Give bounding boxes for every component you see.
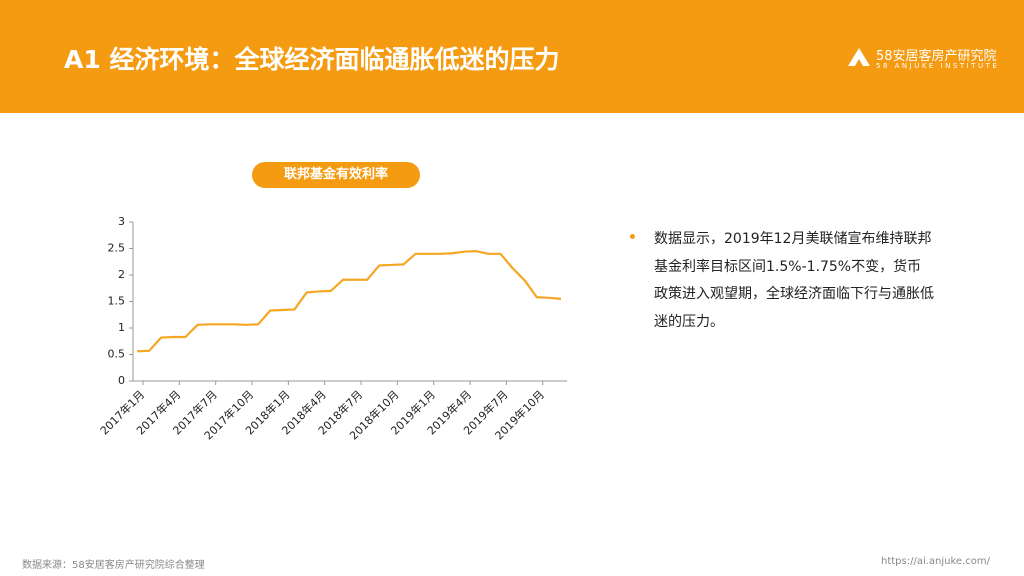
header-bar: A1 经济环境：全球经济面临通胀低迷的压力 58安居客房产研究院 58 ANJU… — [0, 0, 1024, 113]
y-tick-label: 0.5 — [108, 348, 126, 361]
x-tick-label: 2018年10月 — [346, 387, 401, 442]
x-tick-label: 2019年4月 — [424, 387, 474, 437]
bullet-dot — [630, 234, 635, 239]
logo-subtext: 58 ANJUKE INSTITUTE — [876, 62, 1000, 70]
x-tick-label: 2019年7月 — [460, 387, 510, 437]
source: 数据来源：58安居客房产研究院综合整理 — [22, 560, 205, 571]
x-tick-label: 2018年1月 — [242, 387, 292, 437]
data-line — [136, 250, 562, 353]
y-tick-label: 0 — [118, 374, 125, 387]
y-tick-label: 2.5 — [108, 242, 126, 255]
x-tick-label: 2017年1月 — [97, 387, 147, 437]
logo-icon — [848, 48, 870, 66]
url: https://ai.anjuke.com/ — [880, 556, 990, 567]
x-tick-label: 2017年7月 — [170, 387, 220, 437]
bullet-text: 数据显示，2019年12月美联储宣布维持联邦基金利率目标区间1.5%-1.75%… — [654, 231, 934, 330]
x-tick-label: 2018年4月 — [279, 387, 329, 437]
slide-title: A1 经济环境：全球经济面临通胀低迷的压力 — [64, 45, 560, 74]
x-tick-label: 2018年7月 — [315, 387, 365, 437]
y-tick-label: 1.5 — [108, 295, 126, 308]
y-tick-label: 2 — [118, 268, 125, 281]
x-tick-label: 2017年10月 — [201, 387, 256, 442]
x-tick-label: 2019年1月 — [388, 387, 438, 437]
chart-title: 联邦基金有效利率 — [252, 162, 420, 188]
x-tick-label: 2017年4月 — [133, 387, 183, 437]
y-tick-label: 1 — [118, 321, 125, 334]
x-tick-label: 2019年10月 — [492, 387, 547, 442]
y-tick-label: 3 — [118, 215, 125, 228]
logo-text: 58安居客房产研究院 — [876, 49, 997, 64]
